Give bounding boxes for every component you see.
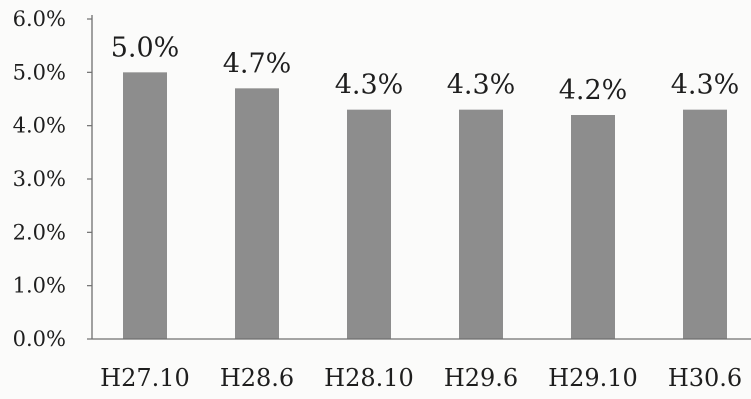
bar-H30.6	[683, 109, 727, 340]
labels-group: 5.0% H27.10 4.7% H28.6 4.3% H28.10 4.3% H29.6 4.…	[13, 7, 743, 392]
bar-H29.10	[571, 115, 615, 339]
x-tick-label: H30.6	[668, 364, 742, 392]
data-label: 4.3%	[447, 70, 516, 101]
x-tick-label: H29.10	[548, 364, 638, 392]
bar-H28.10	[347, 109, 391, 340]
data-label: 4.3%	[335, 70, 404, 101]
bar-H28.6	[235, 88, 279, 339]
y-tick-label: 2.0%	[13, 220, 66, 244]
data-label: 4.7%	[223, 48, 292, 79]
y-tick-label: 1.0%	[13, 274, 66, 298]
x-tick-label: H28.6	[220, 364, 294, 392]
bar-H29.6	[459, 109, 503, 340]
bar-H27.10	[123, 72, 167, 339]
x-tick-label: H27.10	[100, 364, 190, 392]
x-tick-label: H29.6	[444, 364, 518, 392]
data-label: 5.0%	[111, 32, 180, 63]
y-tick-label: 6.0%	[13, 7, 66, 31]
y-tick-label: 5.0%	[13, 60, 66, 84]
data-label: 4.2%	[559, 75, 628, 106]
bars-group	[123, 72, 727, 340]
y-tick-label: 0.0%	[13, 327, 66, 351]
data-label: 4.3%	[671, 70, 740, 101]
y-tick-label: 3.0%	[13, 167, 66, 191]
x-tick-label: H28.10	[324, 364, 414, 392]
axes-group	[87, 15, 751, 340]
y-tick-label: 4.0%	[13, 114, 66, 138]
